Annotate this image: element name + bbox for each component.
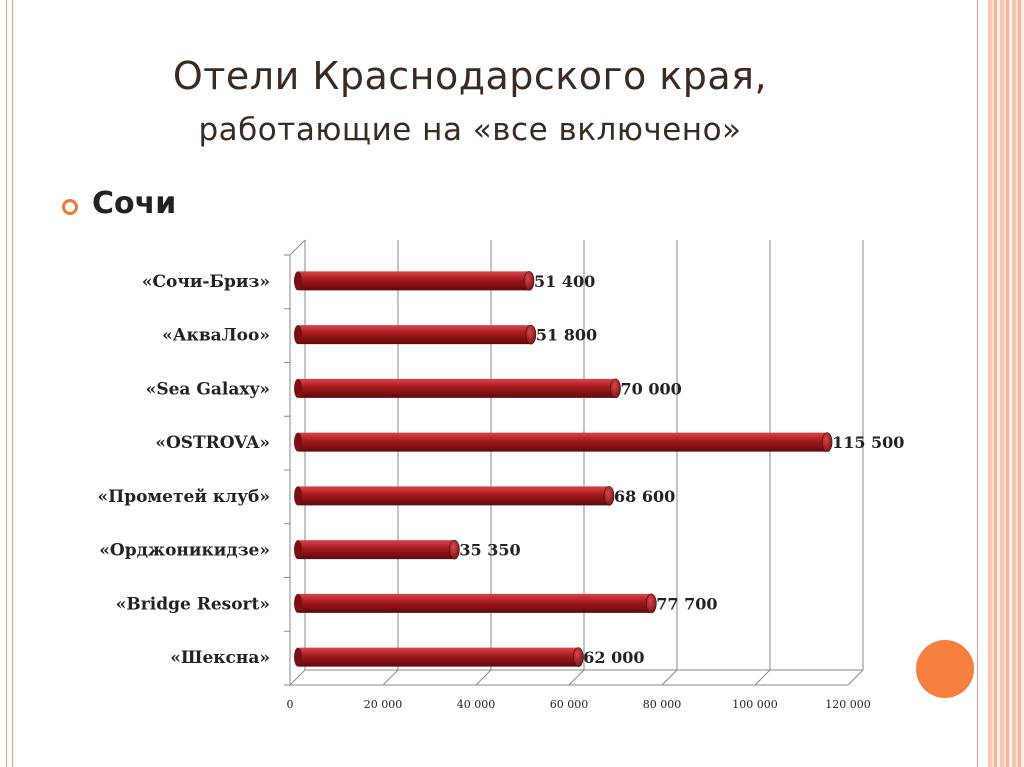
bar-end-cap: [646, 593, 657, 614]
floor-line: [382, 669, 399, 686]
axis-top-edge: [289, 239, 306, 256]
category-label: «Шексна»: [170, 648, 270, 668]
category-label: «OSTROVA»: [155, 433, 270, 453]
bar-start-cap: [294, 271, 302, 291]
x-tick-label: 80 000: [643, 698, 682, 711]
floor-line: [289, 669, 306, 686]
bar-end-cap: [449, 539, 460, 560]
bar-start-cap: [294, 378, 302, 398]
bullet-text: Сочи: [92, 186, 177, 221]
bar-end-cap: [603, 486, 615, 506]
bar-start-cap: [294, 593, 302, 613]
bar-body: [298, 432, 828, 452]
bar-body: [298, 647, 579, 667]
bar: [294, 324, 537, 345]
x-tick-label: 0: [287, 698, 294, 711]
bar-end-cap: [821, 432, 833, 452]
floor-line: [568, 669, 585, 686]
bar: [294, 432, 833, 452]
x-tick-label: 120 000: [825, 698, 871, 711]
bar-end-cap: [523, 271, 535, 291]
x-tick-label: 20 000: [364, 698, 403, 711]
slide-frame-inner: [12, 0, 978, 767]
bar-end-cap: [610, 378, 621, 399]
bar-end-cap: [525, 324, 537, 345]
category-label: «Орджоникидзе»: [99, 541, 270, 561]
bar-value-label: 51 400: [534, 272, 595, 291]
bar: [294, 271, 535, 291]
bar-body: [298, 486, 609, 506]
bar-end-cap: [572, 647, 584, 667]
slide-title-line2: работающие на «все включено»: [198, 112, 742, 148]
decorative-orange-circle: [916, 640, 974, 698]
bar-start-cap: [294, 486, 302, 506]
bar-value-label: 77 700: [656, 594, 717, 613]
bar-start-cap: [294, 540, 302, 560]
bar-body: [298, 378, 616, 398]
category-label: «Сочи-Бриз»: [142, 272, 270, 292]
bar-value-label: 51 800: [536, 326, 597, 345]
bullet-circle-icon: [62, 199, 78, 215]
bar: [294, 378, 621, 399]
category-label: «Bridge Resort»: [116, 594, 270, 614]
slide-title-line1: Отели Краснодарского края,: [172, 54, 768, 98]
bar-value-label: 62 000: [583, 648, 644, 667]
bar-start-cap: [294, 647, 302, 667]
bar-start-cap: [294, 325, 302, 345]
bar: [294, 539, 460, 560]
bar-body: [298, 271, 530, 291]
bar-value-label: 35 350: [459, 541, 520, 560]
bar-value-label: 70 000: [621, 379, 682, 398]
bar-start-cap: [294, 432, 302, 452]
bar-value-label: 115 500: [832, 433, 904, 452]
decorative-stripes: [988, 0, 1024, 767]
bar-body: [298, 325, 531, 345]
bar-value-label: 68 600: [614, 487, 675, 506]
bar: [294, 486, 615, 506]
x-tick-label: 60 000: [550, 698, 589, 711]
x-tick-label: 100 000: [732, 698, 778, 711]
category-label: «АкваЛоо»: [162, 326, 270, 346]
bar-body: [298, 540, 455, 560]
bar: [294, 647, 584, 667]
floor-line: [847, 669, 864, 686]
bar-body: [298, 593, 652, 613]
floor-line: [475, 669, 492, 686]
x-tick-label: 40 000: [457, 698, 496, 711]
floor-line: [661, 669, 678, 686]
category-label: «Прометей клуб»: [98, 487, 270, 507]
category-label: «Sea Galaxy»: [146, 379, 270, 399]
floor-line: [754, 669, 771, 686]
bar: [294, 593, 657, 614]
